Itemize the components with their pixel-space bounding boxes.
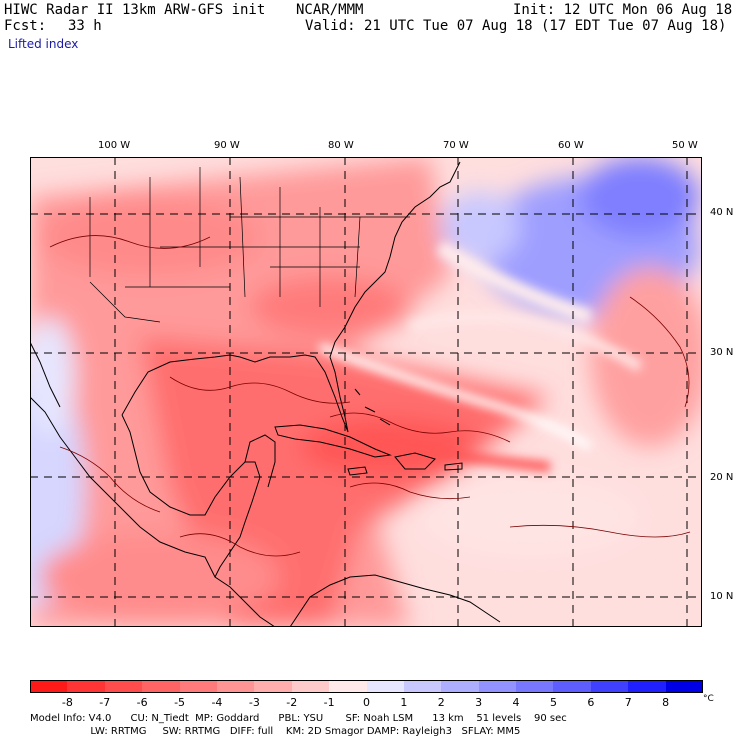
- colorbar-tick-label: -1: [323, 696, 335, 709]
- colorbar-swatch: [366, 680, 405, 693]
- colorbar-swatch: [179, 680, 218, 693]
- colorbar-frame: [30, 680, 703, 693]
- colorbar-tick-label: -4: [211, 696, 223, 709]
- lon-label-100w: 100 W: [98, 140, 131, 151]
- lat-label-10n: 10 N: [710, 591, 734, 602]
- model-info-line2: LW: RRTMG SW: RRTMG DIFF: full KM: 2D Sm…: [30, 726, 521, 737]
- lat-label-20n: 20 N: [710, 472, 734, 483]
- model-info-line1: Model Info: V4.0 CU: N_Tiedt MP: Goddard…: [30, 713, 567, 724]
- colorbar-swatch: [67, 680, 106, 693]
- map-frame: [30, 157, 702, 627]
- colorbar-swatch: [104, 680, 143, 693]
- lon-label-50w: 50 W: [672, 140, 698, 151]
- valid-time: Valid: 21 UTC Tue 07 Aug 18 (17 EDT Tue …: [305, 18, 727, 34]
- model-title: HIWC Radar II 13km ARW-GFS init: [4, 2, 266, 18]
- state-borders: [89, 167, 410, 323]
- colorbar-swatch: [590, 680, 629, 693]
- colorbar-tick-label: -6: [136, 696, 148, 709]
- colorbar-tick-label: 7: [624, 696, 632, 709]
- org-label: NCAR/MMM: [296, 2, 364, 18]
- colorbar-tick-label: 3: [475, 696, 483, 709]
- init-time: Init: 12 UTC Mon 06 Aug 18: [513, 2, 733, 18]
- field-bands: [318, 241, 643, 472]
- colorbar-swatch: [516, 680, 554, 693]
- fcst-label: Fcst:: [4, 18, 47, 34]
- li-contours: [49, 235, 691, 557]
- fcst-value: 33 h: [68, 18, 102, 34]
- colorbar-tick-label: 8: [662, 696, 670, 709]
- colorbar-unit: °C: [703, 694, 714, 704]
- colorbar-tick-label: 1: [400, 696, 408, 709]
- colorbar-swatch: [291, 680, 330, 693]
- colorbar-tick-label: -5: [174, 696, 186, 709]
- colorbar-swatch: [665, 680, 704, 693]
- colorbar-tick-label: 6: [587, 696, 595, 709]
- lon-label-70w: 70 W: [443, 140, 469, 151]
- colorbar-swatch: [441, 680, 480, 693]
- coastlines: [30, 161, 501, 627]
- lat-label-30n: 30 N: [710, 347, 734, 358]
- colorbar-swatch: [254, 680, 293, 693]
- colorbar-tick-label: 4: [512, 696, 520, 709]
- lon-label-90w: 90 W: [214, 140, 240, 151]
- colorbar-swatch: [478, 680, 517, 693]
- lat-lon-grid: [30, 157, 702, 627]
- lifted-index-map: [30, 157, 702, 627]
- colorbar-swatch: [329, 680, 367, 693]
- colorbar-tick-label: -3: [248, 696, 260, 709]
- colorbar-tick-label: 2: [437, 696, 445, 709]
- lon-label-80w: 80 W: [328, 140, 354, 151]
- colorbar-tick-label: -8: [61, 696, 73, 709]
- colorbar-swatch: [216, 680, 255, 693]
- colorbar-swatch: [628, 680, 667, 693]
- colorbar-swatch: [403, 680, 442, 693]
- colorbar-tick-label: -2: [286, 696, 298, 709]
- colorbar-tick-label: 0: [363, 696, 370, 709]
- colorbar-swatch: [30, 680, 68, 693]
- colorbar-swatch: [553, 680, 592, 693]
- colorbar-swatch: [142, 680, 181, 693]
- field-name: Lifted index: [8, 37, 79, 51]
- lat-label-40n: 40 N: [710, 207, 734, 218]
- colorbar-tick-label: 5: [549, 696, 557, 709]
- lon-label-60w: 60 W: [558, 140, 584, 151]
- colorbar-tick-label: -7: [99, 696, 111, 709]
